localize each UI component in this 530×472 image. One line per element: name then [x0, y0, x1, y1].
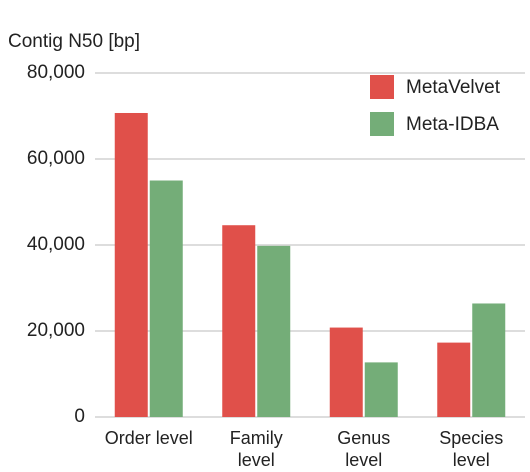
bar: [149, 180, 183, 417]
x-tick-label: Species level: [439, 428, 504, 470]
legend-label: MetaVelvet: [406, 77, 501, 98]
bar: [257, 245, 291, 417]
y-tick-label: 60,000: [27, 148, 85, 169]
x-tick-label: Family level: [229, 428, 283, 470]
bar: [472, 303, 506, 417]
bar: [222, 225, 256, 417]
legend-swatch: [370, 75, 394, 99]
bar: [329, 327, 363, 417]
y-axis-label: Contig N50 [bp]: [8, 31, 140, 52]
bar: [364, 362, 398, 417]
y-tick-label: 80,000: [27, 62, 85, 83]
y-tick-label: 20,000: [27, 320, 85, 341]
x-tick-label: Order level: [104, 428, 193, 448]
y-tick-label: 0: [74, 406, 85, 427]
bar: [437, 342, 471, 417]
x-tick-label: Genus level: [337, 428, 391, 470]
legend-label: Meta-IDBA: [406, 114, 499, 135]
bar: [114, 112, 148, 418]
y-tick-label: 40,000: [27, 234, 85, 255]
legend-swatch: [370, 112, 394, 136]
